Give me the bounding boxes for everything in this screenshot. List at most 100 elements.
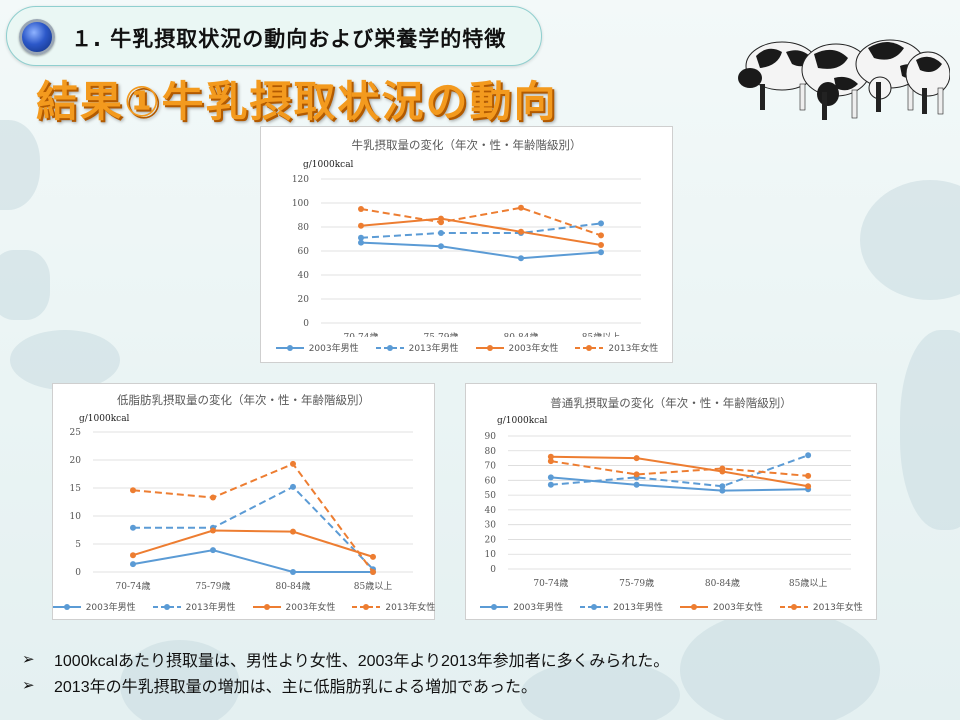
legend-swatch <box>52 603 81 610</box>
data-point <box>547 458 554 465</box>
legend-marker <box>163 603 170 610</box>
y-tick-label: 90 <box>485 432 497 442</box>
data-point <box>598 242 604 248</box>
series-line <box>133 485 374 570</box>
data-point <box>438 243 444 250</box>
y-tick-label: 80 <box>298 223 310 233</box>
data-point <box>290 460 296 467</box>
finding-text: 1000kcalあたり摂取量は、男性より女性、2003年より2013年参加者に多… <box>54 653 670 670</box>
legend-label: 2003年女性 <box>508 344 559 354</box>
data-point <box>719 487 726 494</box>
y-tick-label: 0 <box>303 319 309 329</box>
y-tick-label: 50 <box>485 491 497 501</box>
legend-item: 2013年女性 <box>574 341 658 354</box>
legend-marker <box>586 344 593 351</box>
series-line <box>550 460 809 477</box>
legend-swatch <box>475 344 504 351</box>
y-tick-label: 70 <box>485 462 497 472</box>
page-title: 結果①牛乳摂取状況の動向 <box>36 77 558 126</box>
y-tick-label: 0 <box>75 568 81 578</box>
data-point <box>438 219 444 226</box>
background-shape <box>520 660 680 720</box>
background-shape <box>900 330 960 530</box>
legend-marker <box>363 603 370 610</box>
legend-marker <box>691 603 697 610</box>
legend-label: 2013年男性 <box>613 603 663 613</box>
legend-label: 2003年女性 <box>713 603 763 613</box>
y-tick-label: 30 <box>485 521 497 531</box>
x-tick-label: 70-74歳 <box>116 580 151 592</box>
y-tick-label: 10 <box>485 550 497 560</box>
data-point <box>130 561 136 568</box>
x-tick-label: 75-79歳 <box>196 580 231 592</box>
data-point <box>518 228 524 235</box>
regular-milk-intake-chart: 普通乳摂取量の変化（年次・性・年齢階級別） g/1000kcal 0 10 20 30… <box>465 383 877 620</box>
lowfat-milk-intake-chart: 低脂肪乳摂取量の変化（年次・性・年齢階級別） g/1000kcal 0 5 10 15… <box>52 383 435 620</box>
data-point <box>547 481 554 488</box>
chart-plot: 0 20 40 60 80 100 120 70-74歳 75-79歳 80-84歳 85歳以上 <box>292 175 641 337</box>
data-point <box>290 483 296 490</box>
y-tick-label: 20 <box>485 535 497 545</box>
legend-swatch <box>575 344 604 351</box>
data-point <box>719 483 726 490</box>
y-axis-unit-label: g/1000kcal <box>79 414 130 424</box>
legend-marker <box>591 603 598 610</box>
data-point <box>210 494 216 501</box>
x-tick-label: 70-74歳 <box>344 331 379 337</box>
legend-label: 2013年女性 <box>385 603 436 613</box>
y-tick-label: 20 <box>70 456 82 466</box>
data-point <box>290 528 296 535</box>
x-tick-label: 70-74歳 <box>533 577 568 589</box>
background-shape <box>0 120 40 210</box>
chart-plot: 0 5 10 15 20 25 70-74歳 75-79歳 80-84歳 85歳以上 <box>70 428 413 592</box>
legend-marker <box>790 603 797 610</box>
data-point <box>547 453 554 460</box>
y-tick-label: 120 <box>292 175 309 185</box>
data-point <box>130 487 136 494</box>
data-point <box>719 465 726 472</box>
series-line <box>360 241 602 260</box>
data-point <box>358 234 364 241</box>
finding-text: 2013年の牛乳摂取量の増加は、主に低脂肪乳による増加であった。 <box>54 679 537 696</box>
data-point <box>518 255 524 262</box>
arrow-bullet-icon: ➢ <box>22 677 35 694</box>
y-tick-label: 60 <box>298 247 310 257</box>
data-point <box>633 471 640 478</box>
background-shape <box>680 610 880 720</box>
legend-swatch <box>252 603 281 610</box>
series-line <box>360 217 602 246</box>
y-tick-label: 40 <box>298 271 310 281</box>
data-point <box>210 547 216 554</box>
data-point <box>290 569 296 575</box>
cow-2 <box>801 43 871 120</box>
data-point <box>805 472 812 479</box>
list-item: ➢ 2013年の牛乳摂取量の増加は、主に低脂肪乳による増加であった。 <box>22 672 942 698</box>
legend-item: 2013年女性 <box>351 600 435 613</box>
series-line <box>360 206 602 237</box>
data-point <box>438 230 444 236</box>
legend-label: 2013年男性 <box>185 603 236 613</box>
legend-item: 2013年男性 <box>152 600 236 613</box>
legend-swatch <box>152 603 181 610</box>
legend-marker <box>63 603 70 610</box>
x-tick-label: 80-84歳 <box>705 577 740 589</box>
milk-intake-chart: 牛乳摂取量の変化（年次・性・年齢階級別） g/1000kcal 0 20 40 60 8… <box>260 126 673 363</box>
legend-marker <box>286 344 293 351</box>
y-tick-label: 15 <box>70 484 82 494</box>
legend-label: 2013年男性 <box>408 344 459 354</box>
data-point <box>130 524 136 531</box>
chart-legend: 2003年男性 2013年男性 2003年女性 2013年女性 <box>466 600 876 613</box>
series-line <box>550 476 809 492</box>
chart-title: 低脂肪乳摂取量の変化（年次・性・年齢階級別） <box>117 393 370 407</box>
background-shape <box>10 330 120 390</box>
section-title: １. 牛乳摂取状況の動向および栄養学的特徴 <box>71 27 507 51</box>
findings-list: ➢ 1000kcalあたり摂取量は、男性より女性、2003年より2013年参加者… <box>22 646 942 698</box>
legend-item: 2013年女性 <box>779 600 863 613</box>
data-point <box>805 452 812 459</box>
data-point <box>633 481 640 488</box>
y-tick-label: 0 <box>490 565 496 575</box>
data-point <box>633 455 640 462</box>
legend-swatch <box>480 603 509 610</box>
background-shape <box>120 640 240 720</box>
data-point <box>598 249 604 256</box>
